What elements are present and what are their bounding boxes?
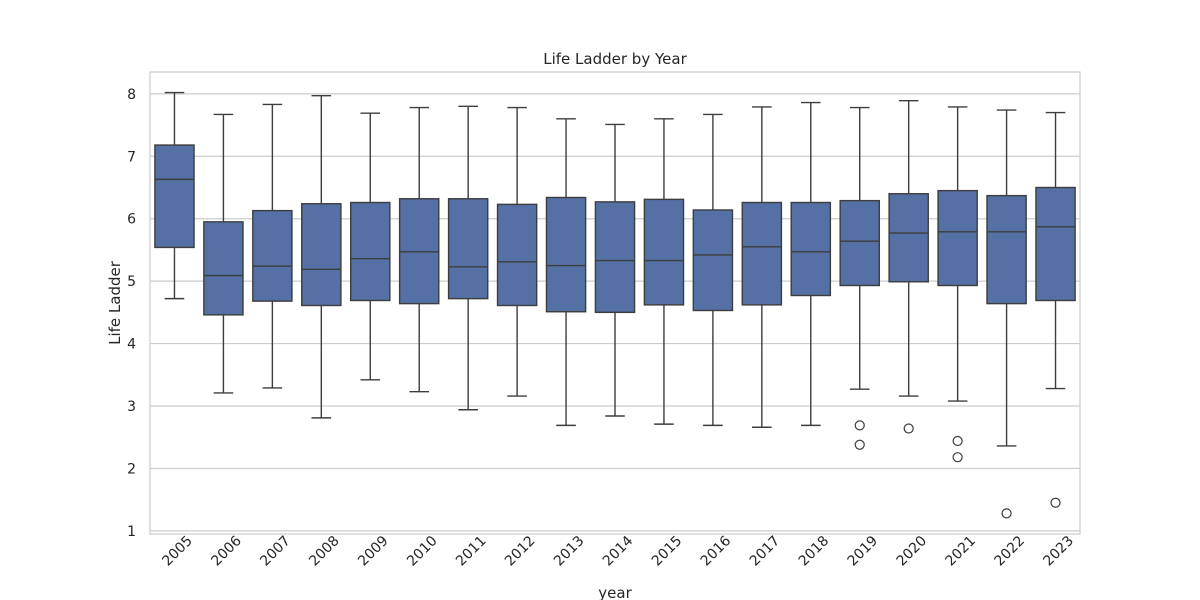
outlier-point: [1050, 497, 1061, 508]
box-2012: [496, 106, 538, 397]
y-tick-label: 1: [127, 524, 136, 540]
iqr-box: [1035, 186, 1076, 302]
y-tick-label: 2: [127, 461, 136, 477]
y-tick-label: 8: [127, 87, 136, 103]
boxes: [154, 91, 1076, 519]
iqr-box: [790, 201, 832, 297]
iqr-box: [203, 221, 244, 316]
x-tick-label: 2022: [991, 533, 1028, 570]
box-2020: [888, 100, 929, 434]
x-tick-label: 2018: [796, 533, 833, 570]
x-tick-label: 2005: [159, 533, 196, 570]
outlier-point: [903, 423, 914, 434]
box-2016: [692, 113, 734, 427]
x-tick-label: 2010: [404, 533, 441, 570]
box-2005: [154, 91, 195, 300]
iqr-box: [252, 209, 293, 302]
x-tick-label: 2012: [502, 533, 539, 570]
x-tick-label: 2023: [1040, 533, 1077, 570]
outlier-point: [854, 420, 865, 431]
box-2007: [252, 103, 293, 389]
chart-title: Life Ladder by Year: [543, 50, 687, 68]
x-tick-label: 2013: [551, 533, 588, 570]
x-tick-label: 2014: [600, 533, 637, 570]
x-tick-label: 2006: [208, 533, 245, 570]
y-tick-labels: 1 2 3 4 5 6 7 8: [127, 87, 136, 540]
box-2010: [398, 106, 440, 393]
box-2014: [594, 123, 636, 417]
box-2019: [839, 106, 881, 450]
box-2008: [301, 95, 342, 419]
x-tick-label: 2007: [257, 533, 294, 570]
x-tick-label: 2011: [453, 533, 490, 570]
box-2009: [349, 112, 391, 381]
x-tick-label: 2015: [649, 533, 686, 570]
iqr-box: [301, 203, 342, 307]
y-tick-label: 4: [127, 337, 136, 353]
iqr-box: [447, 198, 489, 300]
iqr-box: [741, 201, 783, 306]
iqr-box: [154, 144, 195, 249]
y-tick-label: 6: [127, 212, 136, 228]
plot-frame: [149, 71, 1081, 535]
iqr-box: [594, 201, 636, 314]
x-tick-label: 2009: [355, 533, 392, 570]
box-2015: [643, 118, 685, 425]
box-2022: [986, 109, 1027, 519]
y-tick-label: 7: [127, 149, 136, 165]
outlier-point: [952, 452, 963, 463]
box-2013: [545, 118, 587, 427]
x-tick-label: 2020: [894, 533, 931, 570]
iqr-box: [643, 198, 685, 306]
iqr-box: [888, 193, 929, 283]
box-2018: [790, 101, 832, 427]
y-axis-title: Life Ladder: [106, 260, 124, 345]
outlier-point: [1001, 508, 1012, 519]
iqr-box: [349, 201, 391, 302]
x-tick-label: 2019: [845, 533, 882, 570]
x-tick-label: 2008: [306, 533, 343, 570]
iqr-box: [986, 194, 1027, 305]
box-2011: [447, 105, 489, 411]
x-tick-labels: 2005 2006 2007 2008 2009 2010 2011 2012 2013 2014…: [159, 533, 1077, 570]
x-axis-title: year: [598, 584, 632, 600]
outlier-point: [952, 435, 963, 447]
iqr-box: [937, 189, 978, 287]
outlier-point: [854, 439, 865, 450]
box-2023: [1035, 111, 1076, 508]
iqr-box: [692, 209, 734, 312]
iqr-box: [545, 196, 587, 313]
x-tick-label: 2017: [747, 533, 784, 570]
iqr-box: [496, 203, 538, 307]
x-tick-label: 2021: [943, 533, 980, 570]
box-2021: [937, 106, 978, 463]
y-tick-label: 5: [127, 274, 136, 290]
box-2006: [203, 113, 244, 394]
y-tick-label: 3: [127, 399, 136, 415]
box-2017: [741, 106, 783, 428]
x-tick-label: 2016: [698, 533, 735, 570]
iqr-box: [839, 199, 881, 287]
